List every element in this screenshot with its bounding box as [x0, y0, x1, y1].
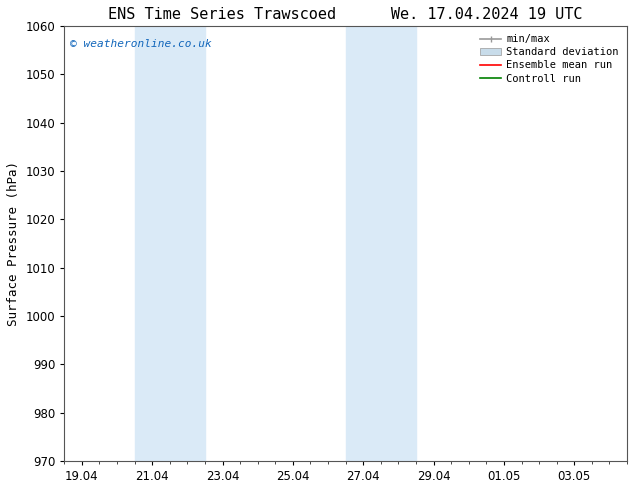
- Y-axis label: Surface Pressure (hPa): Surface Pressure (hPa): [7, 161, 20, 326]
- Bar: [346, 26, 416, 461]
- Text: © weatheronline.co.uk: © weatheronline.co.uk: [70, 39, 212, 49]
- Bar: [134, 26, 205, 461]
- Legend: min/max, Standard deviation, Ensemble mean run, Controll run: min/max, Standard deviation, Ensemble me…: [477, 31, 622, 87]
- Title: ENS Time Series Trawscoed      We. 17.04.2024 19 UTC: ENS Time Series Trawscoed We. 17.04.2024…: [108, 7, 583, 22]
